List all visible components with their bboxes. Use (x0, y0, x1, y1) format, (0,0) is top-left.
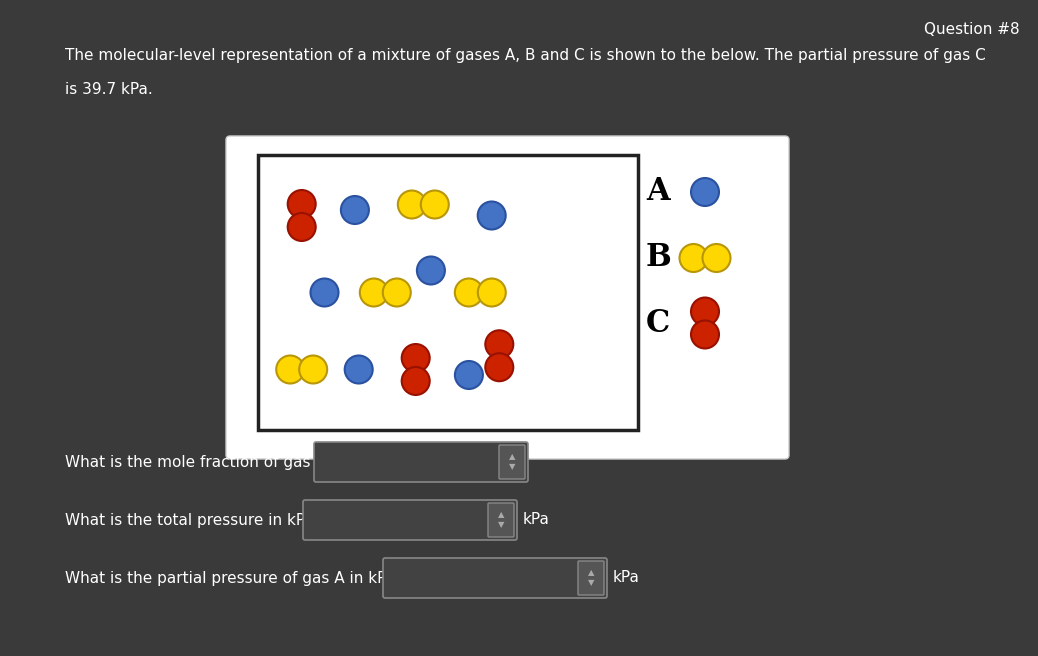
FancyBboxPatch shape (383, 558, 607, 598)
Circle shape (477, 201, 506, 230)
Text: is 39.7 kPa.: is 39.7 kPa. (65, 82, 153, 97)
Circle shape (691, 321, 719, 348)
Circle shape (402, 344, 430, 372)
Circle shape (340, 196, 368, 224)
Text: A: A (647, 176, 670, 207)
Circle shape (486, 330, 514, 358)
Circle shape (288, 190, 316, 218)
Circle shape (383, 279, 411, 306)
Text: What is the total pressure in kPa?: What is the total pressure in kPa? (65, 512, 322, 527)
FancyBboxPatch shape (226, 136, 789, 459)
FancyBboxPatch shape (488, 503, 514, 537)
Text: kPa: kPa (613, 571, 639, 586)
Circle shape (360, 279, 388, 306)
Circle shape (477, 279, 506, 306)
Text: The molecular-level representation of a mixture of gases A, B and C is shown to : The molecular-level representation of a … (65, 48, 986, 63)
Text: What is the mole fraction of gas C?: What is the mole fraction of gas C? (65, 455, 334, 470)
FancyBboxPatch shape (315, 442, 528, 482)
Text: ▼: ▼ (509, 462, 515, 472)
Text: kPa: kPa (523, 512, 550, 527)
FancyBboxPatch shape (499, 445, 525, 479)
Circle shape (680, 244, 708, 272)
Circle shape (691, 298, 719, 325)
Circle shape (417, 256, 445, 285)
Circle shape (455, 279, 483, 306)
Text: ▲: ▲ (509, 453, 515, 462)
Text: B: B (646, 243, 671, 274)
Circle shape (310, 279, 338, 306)
Text: C: C (646, 308, 671, 338)
Circle shape (691, 178, 719, 206)
Text: ▼: ▼ (498, 520, 504, 529)
Text: Question #8: Question #8 (925, 22, 1020, 37)
Circle shape (486, 353, 514, 381)
FancyBboxPatch shape (303, 500, 517, 540)
Text: ▼: ▼ (588, 579, 594, 588)
Circle shape (420, 190, 448, 218)
Bar (258, 155, 638, 430)
Circle shape (703, 244, 731, 272)
Circle shape (299, 356, 327, 384)
Text: ▲: ▲ (498, 510, 504, 520)
Circle shape (345, 356, 373, 384)
Circle shape (288, 213, 316, 241)
Circle shape (276, 356, 304, 384)
Text: What is the partial pressure of gas A in kPa?: What is the partial pressure of gas A in… (65, 571, 403, 586)
FancyBboxPatch shape (578, 561, 604, 595)
Circle shape (398, 190, 426, 218)
Circle shape (455, 361, 483, 389)
Text: ▲: ▲ (588, 569, 594, 577)
Circle shape (402, 367, 430, 395)
